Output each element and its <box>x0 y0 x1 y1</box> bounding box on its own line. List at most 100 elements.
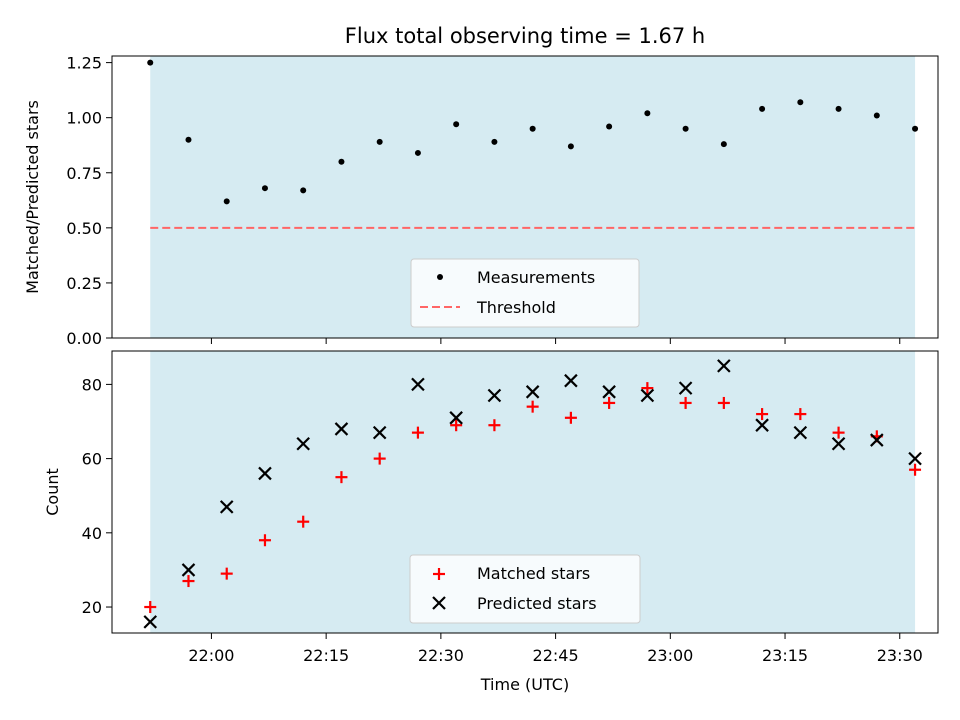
predicted-star-point <box>908 451 922 466</box>
matched-star-point <box>144 601 157 614</box>
predicted-star-point <box>219 500 234 514</box>
count-x-ticks: 22:00 22:15 22:30 22:45 23:00 23:15 23:30 <box>188 633 923 665</box>
predicted-star-point <box>258 466 272 481</box>
predicted-star-point <box>449 411 463 425</box>
predicted-star-stroke <box>640 388 655 403</box>
y-tick-label: 40 <box>82 524 102 543</box>
predicted-star-stroke <box>831 436 846 451</box>
x-tick-label: 23:00 <box>647 646 693 665</box>
x-axis-label: Time (UTC) <box>480 675 569 694</box>
measurement-point <box>453 121 460 128</box>
measurement-point <box>682 125 689 132</box>
x-tick-label: 22:15 <box>303 646 349 665</box>
predicted-star-stroke <box>487 388 502 403</box>
predicted-star-stroke <box>296 436 310 451</box>
y-tick-label: 60 <box>82 450 102 469</box>
y-tick-label: 0.50 <box>66 219 102 238</box>
matched-star-point <box>335 471 348 484</box>
predicted-star-stroke <box>755 418 769 432</box>
count-points <box>143 359 922 629</box>
legend-measurement-marker <box>437 274 443 280</box>
predicted-star-point <box>793 425 808 440</box>
measurement-point <box>300 187 307 194</box>
matched-star-point <box>641 382 654 395</box>
predicted-star-point <box>564 373 578 388</box>
matched-star-point <box>679 396 692 409</box>
x-tick-label: 22:00 <box>188 646 234 665</box>
count-legend-box <box>409 554 641 624</box>
matched-star-point <box>220 567 233 580</box>
measurement-point <box>606 123 613 130</box>
chart-title: Flux total observing time = 1.67 h <box>345 24 705 48</box>
matched-star-point <box>717 396 730 409</box>
predicted-star-stroke <box>870 433 884 447</box>
measurement-point <box>720 141 727 148</box>
matched-star-point <box>564 411 577 424</box>
matched-star-point <box>488 419 501 432</box>
predicted-star-point <box>296 436 310 451</box>
ratio-y-ticks: 0.00 0.25 0.50 0.75 1.00 1.25 <box>66 54 112 348</box>
predicted-star-stroke <box>717 359 731 373</box>
count-legend: Matched stars Predicted stars <box>409 554 641 624</box>
predicted-star-point <box>334 422 349 436</box>
y-tick-label: 0.00 <box>66 329 102 348</box>
matched-star-point <box>526 400 539 413</box>
legend-threshold-label: Threshold <box>476 298 556 317</box>
x-tick-label: 22:30 <box>418 646 464 665</box>
count-y-axis-label: Count <box>43 468 62 516</box>
ratio-plot-frame <box>111 55 939 339</box>
ratio-y-axis-label: Matched/Predicted stars <box>23 100 42 294</box>
matched-star-point <box>182 575 195 588</box>
predicted-star-point <box>640 388 655 403</box>
matched-star-point <box>258 534 271 547</box>
measurement-point <box>261 185 268 192</box>
measurement-point <box>529 125 536 132</box>
predicted-star-stroke <box>908 451 922 466</box>
predicted-star-stroke <box>793 425 808 440</box>
predicted-star-stroke <box>564 373 578 388</box>
predicted-star-point <box>487 388 502 403</box>
matched-star-point <box>756 408 769 421</box>
predicted-star-stroke <box>602 385 616 399</box>
matched-star-point <box>411 426 424 439</box>
x-tick-label: 22:45 <box>533 646 579 665</box>
measurement-point <box>376 138 383 145</box>
count-y-ticks: 20 40 60 80 <box>82 375 112 617</box>
measurement-point <box>835 105 842 112</box>
y-tick-label: 80 <box>82 375 102 394</box>
x-tick-label: 23:15 <box>762 646 808 665</box>
matched-star-point <box>603 396 616 409</box>
predicted-star-point <box>717 359 731 373</box>
predicted-star-stroke <box>258 466 272 481</box>
y-tick-label: 1.25 <box>66 54 102 73</box>
predicted-star-point <box>411 377 425 392</box>
measurement-point <box>759 105 766 112</box>
measurement-point <box>414 149 421 156</box>
predicted-star-point <box>870 433 884 447</box>
predicted-star-point <box>143 615 158 629</box>
legend-predicted-marker <box>432 596 446 610</box>
predicted-star-point <box>678 381 693 395</box>
y-tick-label: 20 <box>82 598 102 617</box>
measurement-point <box>644 110 651 117</box>
matched-star-point <box>909 463 922 476</box>
legend-matched-marker <box>433 568 445 580</box>
measurement-point <box>185 136 192 143</box>
predicted-star-point <box>755 418 769 432</box>
ratio-legend-box <box>410 258 640 328</box>
predicted-star-point <box>602 385 616 399</box>
matched-star-point <box>450 419 463 432</box>
measurement-point <box>147 59 154 66</box>
y-tick-label: 0.75 <box>66 164 102 183</box>
count-plot-frame <box>111 350 939 634</box>
legend-measurements-label: Measurements <box>477 268 595 287</box>
x-tick-label: 23:30 <box>877 646 923 665</box>
predicted-star-stroke <box>678 381 693 395</box>
ratio-legend: Measurements Threshold <box>410 258 640 328</box>
measurement-point <box>912 125 919 132</box>
predicted-star-stroke <box>449 411 463 425</box>
measurement-points <box>147 59 919 205</box>
measurement-point <box>567 143 574 150</box>
